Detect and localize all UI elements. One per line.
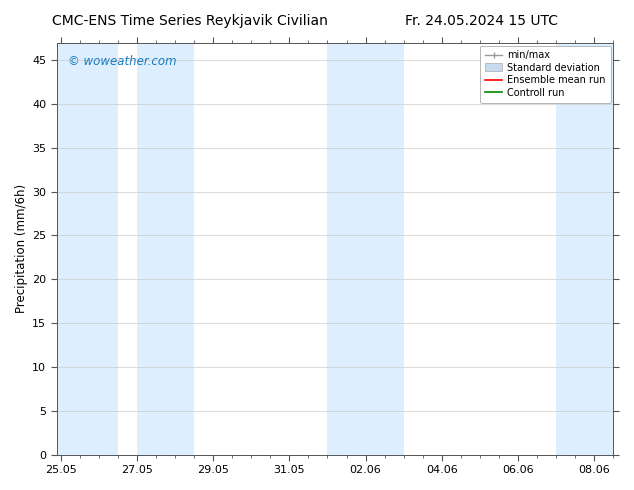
Legend: min/max, Standard deviation, Ensemble mean run, Controll run: min/max, Standard deviation, Ensemble me… — [480, 46, 611, 102]
Y-axis label: Precipitation (mm/6h): Precipitation (mm/6h) — [15, 184, 28, 313]
Bar — [137, 43, 194, 455]
Text: CMC-ENS Time Series Reykjavik Civilian: CMC-ENS Time Series Reykjavik Civilian — [52, 14, 328, 28]
Text: Fr. 24.05.2024 15 UTC: Fr. 24.05.2024 15 UTC — [405, 14, 559, 28]
Bar — [327, 43, 404, 455]
Bar — [56, 43, 118, 455]
Bar — [556, 43, 618, 455]
Text: © woweather.com: © woweather.com — [68, 55, 176, 68]
